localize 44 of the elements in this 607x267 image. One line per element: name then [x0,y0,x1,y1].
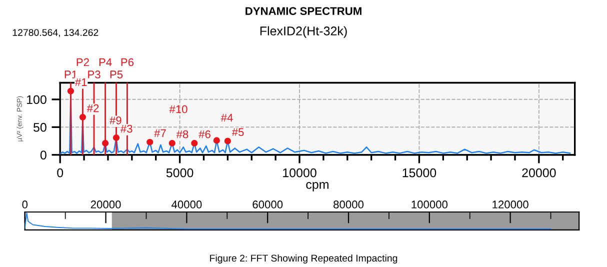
ref-line-label: P5 [110,70,123,78]
point [168,140,176,147]
x-tick-label: 0 [57,168,64,178]
x-tick-label: 120000 [492,200,528,208]
x-tick-label: 40000 [172,200,202,208]
chart-subtitle: FlexID2(Ht-32k) [260,26,347,38]
annotation: #7 [154,129,166,138]
x-tick-label: 20000 [90,200,121,208]
annotation: #4 [220,114,233,122]
annotation: #2 [86,104,99,112]
ref-line-label: P4 [99,58,112,66]
annotation: #3 [120,124,132,133]
y-tick-label: 50 [33,122,46,132]
y-tick-label: 100 [27,95,46,104]
x-tick-label: 20000 [522,168,556,178]
point [79,114,86,120]
point [224,138,231,144]
ref-line-label: P2 [76,58,89,66]
x-tick-label: 0 [22,200,28,208]
point [67,88,74,94]
caption: Figure 2: FFT Showing Repeated Impacting [210,254,398,264]
text: 12780.564, 134.262 [12,29,98,38]
x-tick-label: 100000 [412,200,448,208]
annotation: #8 [176,130,188,138]
annotation: #9 [110,116,122,124]
x-tick-label: 80000 [334,200,364,208]
x-tick-label: 15000 [402,168,436,178]
x-axis-title: cpm [306,182,328,192]
point [102,140,109,147]
point [191,140,198,147]
annotation: #1 [74,78,87,86]
ref-line-label: P3 [88,70,100,78]
point [146,138,154,146]
point [213,137,220,144]
chart-title: DYNAMIC SPECTRUM [246,7,362,15]
x-tick-label: 60000 [252,200,283,208]
point [112,134,120,141]
x-tick-label: 5000 [166,168,194,178]
annotation: #6 [198,130,210,138]
y-tick-label: 0 [40,150,46,160]
annotation: #5 [232,128,244,136]
annotation: #10 [169,105,188,114]
x-tick-label: 10000 [283,168,316,178]
ref-line-label: P6 [121,58,134,66]
